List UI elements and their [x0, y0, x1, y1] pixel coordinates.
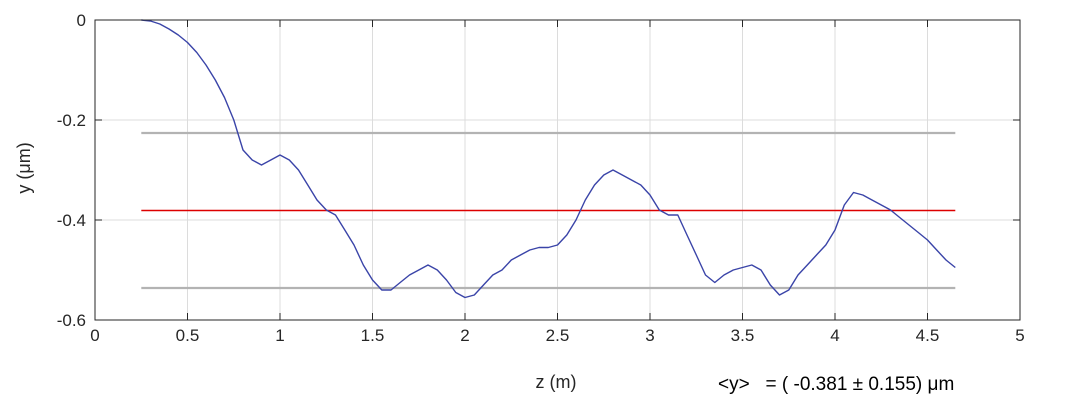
y-tick-label: -0.4	[57, 211, 86, 230]
x-tick-label: 3	[645, 326, 654, 345]
mean-annotation: <y> = ( -0.381 ± 0.155) μm	[718, 374, 955, 395]
y-tick-label: 0	[77, 11, 86, 30]
y-axis-label: y (μm)	[14, 142, 34, 193]
axis-ticks: 0 0.5 1 1.5 2 2.5 3 3.5 4 4.5 5 0 -0.2 -0.4 -0.6	[57, 11, 1025, 345]
x-tick-label: 4.5	[916, 326, 940, 345]
x-tick-label: 4	[830, 326, 839, 345]
y-tick-label: -0.2	[57, 111, 86, 130]
x-tick-label: 2.5	[546, 326, 570, 345]
series-group	[141, 19, 956, 299]
x-tick-label: 2	[460, 326, 469, 345]
x-tick-label: 1.5	[361, 326, 385, 345]
x-axis-label: z (m)	[536, 372, 577, 392]
y-tick-label: -0.6	[57, 311, 86, 330]
x-tick-label: 0	[90, 326, 99, 345]
x-tick-label: 5	[1015, 326, 1024, 345]
x-tick-label: 3.5	[731, 326, 755, 345]
x-tick-label: 1	[275, 326, 284, 345]
profile-series-line	[141, 19, 956, 299]
grid-lines	[94, 19, 1021, 321]
x-tick-label: 0.5	[176, 326, 200, 345]
